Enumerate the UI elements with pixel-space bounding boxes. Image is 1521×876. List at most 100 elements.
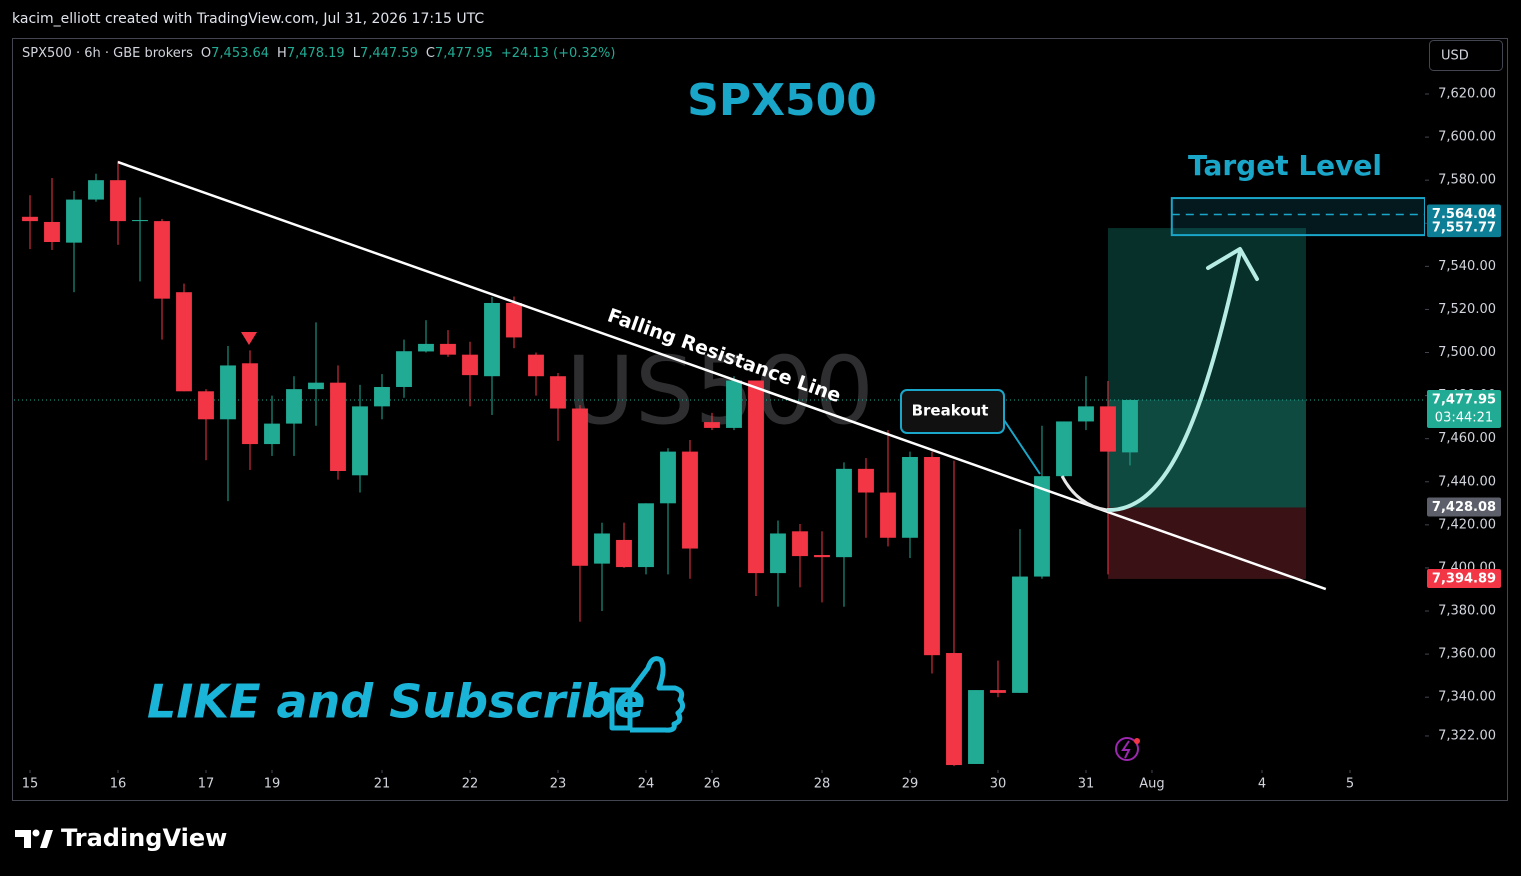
y-tick-label: 7,420.00 — [1438, 517, 1496, 532]
candle-body — [924, 456, 940, 656]
candle-body — [242, 363, 258, 445]
watermark: US500 — [566, 337, 874, 446]
currency-button[interactable] — [1429, 40, 1503, 71]
y-tick-label: 7,460.00 — [1438, 431, 1496, 446]
candle-body — [902, 456, 918, 538]
candle-body — [880, 492, 896, 538]
candle-body — [66, 199, 82, 243]
legend-value: 7,453.64 — [211, 46, 269, 61]
x-tick-label: 15 — [22, 777, 39, 792]
callout-pointer — [1003, 419, 1041, 475]
legend-key: C — [426, 46, 435, 61]
candle-body — [220, 365, 236, 420]
y-tick-label: 7,322.00 — [1438, 728, 1496, 743]
price-countdown: 03:44:21 — [1435, 411, 1493, 426]
candle-body — [352, 406, 368, 476]
legend-key: O — [201, 46, 211, 61]
alert-bolt — [1121, 740, 1131, 759]
candle-body — [836, 468, 852, 558]
candle-body — [1100, 406, 1116, 452]
legend: SPX500 · 6h · GBE brokers O7,453.64 H7,478… — [22, 46, 615, 61]
x-tick-label: 5 — [1346, 777, 1354, 792]
x-tick-label: 19 — [264, 777, 281, 792]
candle-body — [176, 292, 192, 392]
candle-body — [1012, 576, 1028, 693]
y-tick-label: 7,360.00 — [1438, 647, 1496, 662]
x-tick-label: 21 — [374, 777, 391, 792]
candle-body — [154, 221, 170, 299]
price-label-box — [1427, 497, 1501, 517]
candle-body — [440, 343, 456, 355]
brand-name: TradingView — [61, 824, 227, 852]
arrow-head — [1206, 247, 1259, 281]
price-label: 7,428.08 — [1432, 500, 1496, 515]
candle-body — [770, 533, 786, 574]
candle-body — [1078, 406, 1094, 422]
candle-body — [286, 389, 302, 424]
y-tick-label: 7,580.00 — [1438, 173, 1496, 188]
candle-body — [858, 468, 874, 493]
candle-body — [374, 386, 390, 407]
candle-body — [22, 216, 38, 222]
candle-body — [484, 302, 500, 377]
currency-label: USD — [1441, 49, 1469, 64]
candle-body — [396, 351, 412, 387]
candle-body — [792, 531, 808, 557]
y-tick-label: 7,620.00 — [1438, 87, 1496, 102]
trendline — [117, 160, 1327, 591]
y-tick-label: 7,440.00 — [1438, 474, 1496, 489]
y-tick-label: 7,340.00 — [1438, 690, 1496, 705]
candle-body — [1122, 400, 1138, 453]
callout-text: Breakout — [912, 402, 989, 420]
legend-symbol: SPX500 · 6h · GBE brokers — [22, 46, 193, 61]
legend-key: L — [353, 46, 361, 61]
candle-body — [704, 422, 720, 428]
candle-body — [88, 180, 104, 200]
candle-body — [264, 423, 280, 445]
thumbs-up-icon — [609, 656, 686, 733]
candle-body — [550, 376, 566, 409]
candle-body — [638, 503, 654, 568]
candle-body — [528, 354, 544, 377]
x-tick-label: 29 — [902, 777, 919, 792]
call-to-action: LIKE and Subscribe — [147, 675, 645, 729]
target-label: Target Level — [1188, 149, 1382, 182]
x-tick-label: 30 — [990, 777, 1007, 792]
target-zone — [1170, 197, 1425, 237]
chart-title: SPX500 — [687, 75, 877, 126]
x-tick-label: 16 — [110, 777, 127, 792]
candle-body — [308, 382, 324, 390]
legend-key: H — [277, 46, 287, 61]
legend-value: 7,477.95 — [435, 46, 493, 61]
candle-body — [968, 690, 984, 764]
candle-body — [748, 380, 764, 574]
signal-marker — [241, 332, 257, 345]
candle-body — [198, 391, 214, 420]
candle-body — [1056, 421, 1072, 477]
loss-zone — [1107, 507, 1306, 579]
projection-arrow — [1106, 251, 1242, 513]
price-label-box — [1427, 390, 1501, 429]
price-label: 7,477.95 — [1432, 393, 1496, 408]
candle-body — [1034, 476, 1050, 577]
candle-body — [594, 533, 610, 564]
callout-box — [900, 389, 1005, 434]
candle-body — [660, 451, 676, 504]
alert-dot — [1134, 738, 1140, 744]
candle-body — [418, 343, 434, 352]
x-tick-label: 31 — [1078, 777, 1095, 792]
brand-logo — [15, 829, 53, 848]
y-tick-label: 7,500.00 — [1438, 345, 1496, 360]
candle-body — [726, 380, 742, 428]
header: kacim_elliott created with TradingView.c… — [12, 11, 484, 27]
x-tick-label: 17 — [198, 777, 215, 792]
profit-filled — [1107, 400, 1306, 508]
candle-body — [110, 180, 126, 222]
x-tick-label: 24 — [638, 777, 655, 792]
price-label: 7,557.77 — [1432, 221, 1496, 236]
y-tick-label: 7,540.00 — [1438, 259, 1496, 274]
candle-body — [462, 354, 478, 376]
candle-body — [572, 408, 588, 566]
